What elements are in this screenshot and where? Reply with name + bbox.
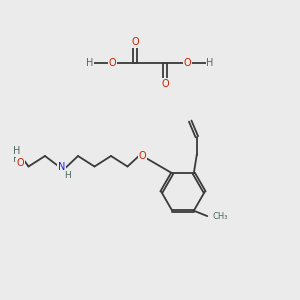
- Text: O: O: [184, 58, 191, 68]
- Text: N: N: [58, 161, 65, 172]
- Text: H: H: [13, 146, 20, 157]
- Text: O: O: [131, 37, 139, 47]
- Text: O: O: [161, 79, 169, 89]
- Text: H: H: [64, 171, 71, 180]
- Text: CH₃: CH₃: [213, 212, 228, 220]
- Text: H: H: [13, 154, 20, 164]
- Text: O: O: [139, 151, 146, 161]
- Text: O: O: [16, 158, 24, 168]
- Text: O: O: [109, 58, 116, 68]
- Text: H: H: [86, 58, 94, 68]
- Text: H: H: [206, 58, 214, 68]
